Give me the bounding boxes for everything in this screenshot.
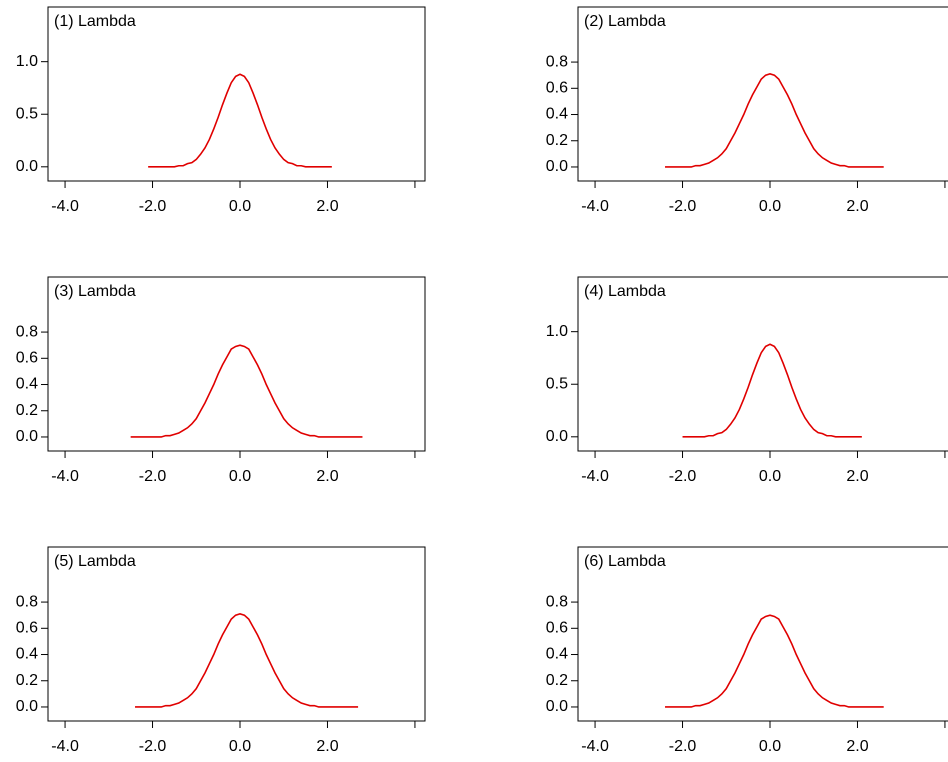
y-tick-label: 1.0 xyxy=(546,323,568,340)
data-line xyxy=(682,343,862,438)
y-tick-label: 0.2 xyxy=(16,402,38,419)
y-tick-label: 0.0 xyxy=(546,698,568,715)
x-tick-label: -4.0 xyxy=(581,468,609,485)
y-tick-label: 0.4 xyxy=(16,376,38,393)
x-tick-label: -2.0 xyxy=(669,468,697,485)
x-tick-label: 0.0 xyxy=(229,468,251,485)
x-tick-label: -2.0 xyxy=(139,198,167,215)
panel-title: (4) Lambda xyxy=(584,283,666,300)
y-tick-label: 0.0 xyxy=(16,428,38,445)
x-tick-label: -4.0 xyxy=(581,198,609,215)
panel-title: (6) Lambda xyxy=(584,553,666,570)
data-line xyxy=(665,614,884,708)
x-tick-label: -2.0 xyxy=(139,738,167,755)
panel-title: (3) Lambda xyxy=(54,283,136,300)
x-tick-label: -4.0 xyxy=(51,738,79,755)
plot-frame xyxy=(47,276,426,452)
y-tick-label: 0.0 xyxy=(16,158,38,175)
x-tick-label: -2.0 xyxy=(139,468,167,485)
y-tick-label: 0.5 xyxy=(546,375,568,392)
y-tick-label: 0.2 xyxy=(16,672,38,689)
data-line xyxy=(130,344,363,438)
x-tick-label: 0.0 xyxy=(759,738,781,755)
y-tick-label: 0.8 xyxy=(16,593,38,610)
panel-title: (5) Lambda xyxy=(54,553,136,570)
panel-title: (2) Lambda xyxy=(584,13,666,30)
x-tick-label: 2.0 xyxy=(846,468,868,485)
y-tick-label: 0.2 xyxy=(546,672,568,689)
y-tick-label: 0.6 xyxy=(16,350,38,367)
x-tick-label: 2.0 xyxy=(846,198,868,215)
plot-frame xyxy=(47,6,426,182)
y-tick-label: 0.5 xyxy=(16,105,38,122)
x-tick-label: 0.0 xyxy=(759,468,781,485)
x-tick-label: 0.0 xyxy=(759,198,781,215)
x-tick-label: 0.0 xyxy=(229,198,251,215)
x-tick-label: -4.0 xyxy=(51,468,79,485)
data-line xyxy=(135,613,359,708)
y-tick-label: 0.8 xyxy=(16,323,38,340)
data-line xyxy=(148,73,332,168)
y-tick-label: 0.6 xyxy=(16,620,38,637)
data-line xyxy=(665,73,884,168)
x-tick-label: 2.0 xyxy=(316,738,338,755)
x-tick-label: 2.0 xyxy=(316,198,338,215)
y-tick-label: 0.4 xyxy=(546,646,568,663)
y-tick-label: 0.0 xyxy=(16,698,38,715)
y-tick-label: 0.0 xyxy=(546,428,568,445)
plot-frame xyxy=(577,276,948,452)
y-tick-label: 1.0 xyxy=(16,53,38,70)
x-tick-label: -4.0 xyxy=(581,738,609,755)
y-tick-label: 0.4 xyxy=(16,646,38,663)
plot-frame xyxy=(577,6,948,182)
y-tick-label: 0.2 xyxy=(546,132,568,149)
plot-frame xyxy=(47,546,426,722)
x-tick-label: 2.0 xyxy=(846,738,868,755)
y-tick-label: 0.4 xyxy=(546,106,568,123)
x-tick-label: -4.0 xyxy=(51,198,79,215)
x-tick-label: -2.0 xyxy=(669,198,697,215)
y-tick-label: 0.6 xyxy=(546,80,568,97)
y-tick-label: 0.6 xyxy=(546,620,568,637)
y-tick-label: 0.8 xyxy=(546,53,568,70)
plot-frame xyxy=(577,546,948,722)
y-tick-label: 0.0 xyxy=(546,158,568,175)
panel-title: (1) Lambda xyxy=(54,13,136,30)
x-tick-label: 0.0 xyxy=(229,738,251,755)
x-tick-label: -2.0 xyxy=(669,738,697,755)
y-tick-label: 0.8 xyxy=(546,593,568,610)
x-tick-label: 2.0 xyxy=(316,468,338,485)
